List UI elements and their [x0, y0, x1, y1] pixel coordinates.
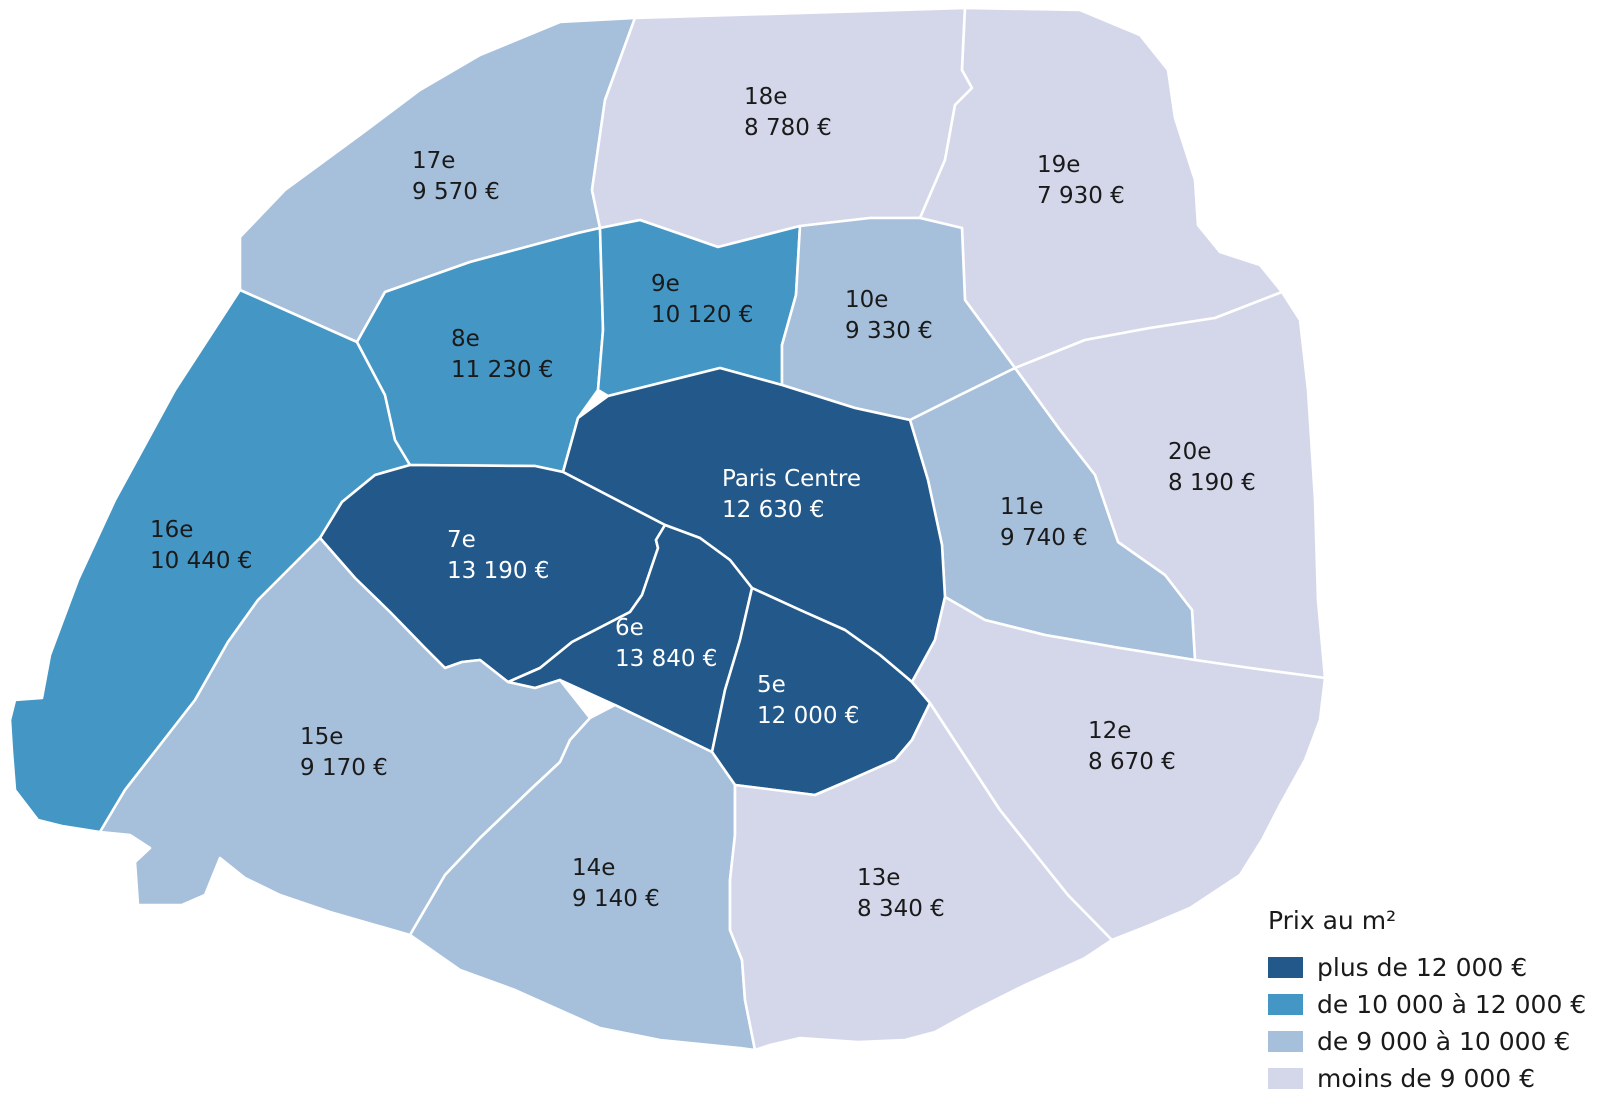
district-10e-price: 9 330 € — [845, 318, 933, 344]
district-12e-price: 8 670 € — [1088, 749, 1176, 775]
legend-item-band4: moins de 9 000 € — [1268, 1060, 1586, 1097]
district-19e-name: 19e — [1037, 152, 1080, 178]
district-14e-price: 9 140 € — [572, 886, 660, 912]
district-7e-price: 13 190 € — [447, 558, 549, 584]
district-6e-name: 6e — [615, 615, 644, 641]
district-16e-name: 16e — [150, 517, 193, 543]
legend-label: moins de 9 000 € — [1317, 1064, 1536, 1093]
legend-swatch — [1268, 957, 1303, 978]
legend-item-band3: de 9 000 à 10 000 € — [1268, 1023, 1586, 1060]
district-18e-name: 18e — [744, 84, 787, 110]
district-9e-name: 9e — [651, 271, 680, 297]
district-8e-area[interactable] — [355, 226, 605, 474]
district-centre-name: Paris Centre — [722, 466, 861, 492]
legend-item-band2: de 10 000 à 12 000 € — [1268, 986, 1586, 1023]
district-15e-name: 15e — [300, 724, 343, 750]
district-15e-price: 9 170 € — [300, 755, 388, 781]
district-17e-price: 9 570 € — [412, 179, 500, 205]
district-13e-name: 13e — [857, 865, 900, 891]
legend-label: de 10 000 à 12 000 € — [1317, 990, 1587, 1019]
district-17e-name: 17e — [412, 148, 455, 174]
district-10e-name: 10e — [845, 287, 888, 313]
legend-swatch — [1268, 1068, 1303, 1089]
legend-label: de 9 000 à 10 000 € — [1317, 1027, 1571, 1056]
district-5e-name: 5e — [757, 672, 786, 698]
district-19e-price: 7 930 € — [1037, 183, 1125, 209]
district-13e-area[interactable] — [728, 701, 1114, 1052]
district-14e-name: 14e — [572, 855, 615, 881]
district-8e-name: 8e — [451, 326, 480, 352]
district-7e-name: 7e — [447, 527, 476, 553]
district-18e-price: 8 780 € — [744, 115, 832, 141]
district-13e-price: 8 340 € — [857, 896, 945, 922]
price-legend: Prix au m² plus de 12 000 € de 10 000 à … — [1268, 906, 1586, 1097]
district-12e-area[interactable] — [910, 595, 1327, 942]
district-16e-price: 10 440 € — [150, 548, 252, 574]
district-8e-price: 11 230 € — [451, 357, 553, 383]
district-11e-name: 11e — [1000, 494, 1043, 520]
district-11e-price: 9 740 € — [1000, 525, 1088, 551]
district-12e-name: 12e — [1088, 718, 1131, 744]
district-20e-price: 8 190 € — [1168, 470, 1256, 496]
district-15e-area[interactable] — [98, 536, 592, 937]
district-centre-price: 12 630 € — [722, 497, 824, 523]
legend-title: Prix au m² — [1268, 906, 1397, 935]
district-20e-name: 20e — [1168, 439, 1211, 465]
district-6e-price: 13 840 € — [615, 646, 717, 672]
district-9e-price: 10 120 € — [651, 302, 753, 328]
legend-swatch — [1268, 994, 1303, 1015]
legend-swatch — [1268, 1031, 1303, 1052]
legend-item-band1: plus de 12 000 € — [1268, 949, 1586, 986]
district-5e-price: 12 000 € — [757, 703, 859, 729]
legend-label: plus de 12 000 € — [1317, 953, 1528, 982]
